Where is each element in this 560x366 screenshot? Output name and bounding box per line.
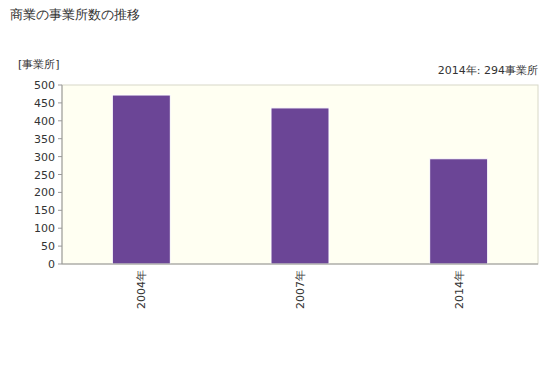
chart-container: 0 50 100 150 200 250 300 350 400 450 500 2004年 2007年… (0, 0, 560, 366)
bars (112, 95, 487, 264)
y-tick-label: 350 (34, 133, 55, 146)
title: 商業の事業所数の推移 (10, 7, 140, 22)
y-tick-label: 300 (34, 151, 55, 164)
x-tick-label: 2007年 (294, 270, 307, 309)
x-axis-line (62, 264, 538, 265)
annotation: 2014年: 294事業所 (438, 64, 538, 77)
y-tick (58, 102, 62, 103)
y-tick (58, 156, 62, 157)
y-tick-label: 250 (34, 169, 55, 182)
chart-svg: 0 50 100 150 200 250 300 350 400 450 500 2004年 2007年… (0, 0, 560, 366)
x-tick-label: 2014年 (453, 270, 466, 309)
y-tick-label: 100 (34, 222, 55, 235)
y-tick-label: 200 (34, 186, 55, 199)
y-tick-label: 450 (34, 97, 55, 110)
bar (112, 95, 170, 264)
y-tick-label: 500 (34, 79, 55, 92)
y-tick (58, 120, 62, 121)
y-tick (58, 264, 62, 265)
y-label: [事業所] (18, 58, 60, 71)
y-tick (58, 228, 62, 229)
y-tick-label: 400 (34, 115, 55, 128)
y-tick (58, 210, 62, 211)
x-tick-label: 2004年 (135, 270, 148, 309)
bar (430, 159, 488, 264)
y-tick-label: 0 (48, 258, 55, 271)
bar (271, 108, 329, 264)
y-tick (58, 192, 62, 193)
y-tick-label: 150 (34, 204, 55, 217)
y-tick (58, 85, 62, 86)
y-tick (58, 246, 62, 247)
plot-area (62, 85, 538, 264)
y-tick (58, 174, 62, 175)
y-tick-label: 50 (41, 240, 55, 253)
y-tick (58, 138, 62, 139)
